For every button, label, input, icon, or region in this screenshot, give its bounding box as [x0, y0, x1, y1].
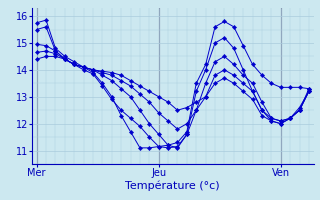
X-axis label: Température (°c): Température (°c)	[125, 181, 220, 191]
